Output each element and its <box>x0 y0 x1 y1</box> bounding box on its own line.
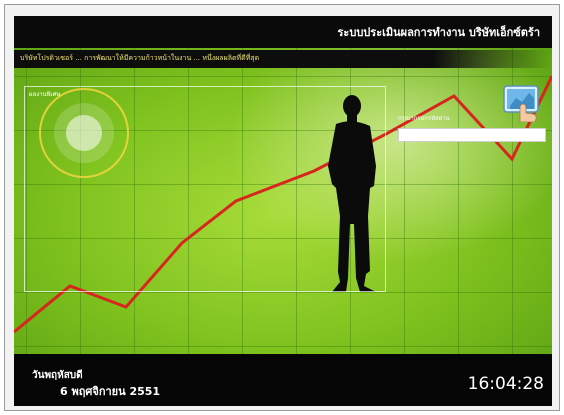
page-title: ระบบประเมินผลการทำงาน บริษัทเอ็กซ์ตร้า <box>337 26 540 39</box>
decorative-background-art <box>14 75 552 334</box>
trend-line <box>14 75 552 334</box>
content-panel: ผลงานพิเศษ <box>24 86 386 292</box>
news-ticker: บริษัทโปรดิวเซอร์ ... การพัฒนาให้มีความก… <box>14 50 552 68</box>
glow-ring <box>39 88 129 178</box>
hand-touch-screen-icon[interactable] <box>502 84 542 122</box>
footer-bar: วันพฤหัสบดี 6 พฤศจิกายน 2551 16:04:28 <box>14 354 552 406</box>
ticker-text: บริษัทโปรดิวเซอร์ ... การพัฒนาให้มีความก… <box>20 54 260 62</box>
header-bar: ระบบประเมินผลการทำงาน บริษัทเอ็กซ์ตร้า <box>14 16 552 48</box>
businessman-silhouette <box>328 95 376 292</box>
panel-label: ผลงานพิเศษ <box>29 91 61 98</box>
password-input[interactable] <box>398 128 546 142</box>
app-screen: ระบบประเมินผลการทำงาน บริษัทเอ็กซ์ตร้า บ… <box>14 16 552 406</box>
current-date: 6 พฤศจิกายน 2551 <box>60 385 161 398</box>
glow-spot <box>66 115 102 151</box>
password-label: กรุณากรอกรหัสผ่าน <box>398 115 450 122</box>
glow-halo <box>54 103 114 163</box>
digital-clock: 16:04:28 <box>467 374 544 394</box>
day-of-week: วันพฤหัสบดี <box>32 370 83 381</box>
